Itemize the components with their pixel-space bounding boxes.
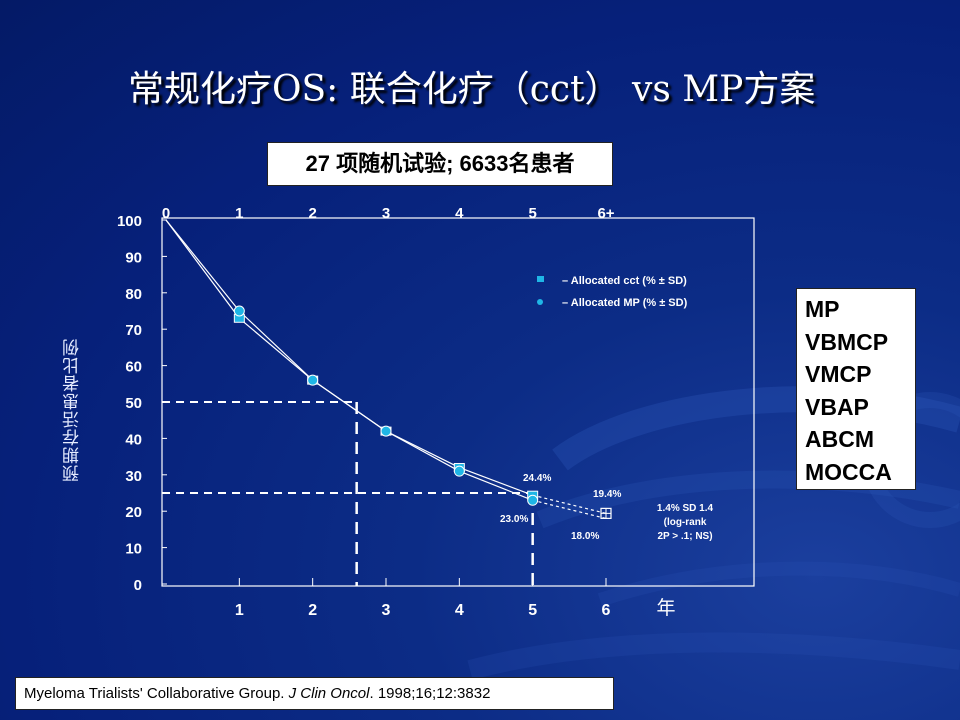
legend-mp-marker xyxy=(537,299,543,305)
slide-title: 常规化疗OS: 联合化疗（cct） vs MP方案 xyxy=(128,69,816,110)
x-tick-label-top: 2 xyxy=(308,205,316,222)
y-tick-label: 80 xyxy=(125,286,142,303)
legend-cct-marker xyxy=(537,276,544,282)
mp-point-marker xyxy=(307,374,319,386)
legend-cct-label: – Allocated cct (% ± SD) xyxy=(562,275,687,287)
x-axis-label: 年 xyxy=(656,597,675,619)
x-tick-label-top: 1 xyxy=(235,205,243,222)
regimen-item: ABCM xyxy=(805,426,874,452)
regimen-item: VBMCP xyxy=(805,328,889,355)
series-line-extension xyxy=(532,499,607,520)
y-tick-label: 90 xyxy=(125,249,142,266)
regimen-item: VBAP xyxy=(805,393,869,420)
y-tick-label: 60 xyxy=(125,359,142,376)
x-tick-label-top: 5 xyxy=(528,205,536,222)
citation-authors: Myeloma Trialists' Collaborative Group. xyxy=(24,685,289,702)
y-tick-label: 30 xyxy=(125,468,142,485)
series-line xyxy=(165,219,533,496)
x-tick-label-bottom: 6 xyxy=(602,602,611,619)
y-tick-label: 0 xyxy=(134,577,142,594)
series-line xyxy=(165,219,533,501)
x-tick-label-top: 0 xyxy=(162,205,170,222)
cct-year5-label: 24.4% xyxy=(523,473,551,484)
y-tick-label: 40 xyxy=(125,431,142,448)
x-tick-label-top: 6+ xyxy=(597,205,614,222)
regimen-item: MP xyxy=(805,296,840,322)
stats-annotation: 1.4% SD 1.4 xyxy=(657,503,714,514)
mp-point-marker xyxy=(453,465,465,477)
mp-year5-label: 23.0% xyxy=(500,514,528,525)
x-tick-label-bottom: 3 xyxy=(382,602,391,619)
mp-point-marker xyxy=(233,305,245,317)
cct-year6-label: 19.4% xyxy=(593,489,621,500)
x-tick-label-bottom: 2 xyxy=(308,602,317,619)
regimen-item: MOCCA xyxy=(805,458,892,485)
y-tick-label: 100 xyxy=(117,213,142,230)
y-tick-label: 50 xyxy=(125,395,142,412)
mp-point-marker xyxy=(527,494,539,506)
series-line-extension xyxy=(532,494,607,514)
regimen-list-box: MP VBMCP VMCP VBAP ABCM MOCCA xyxy=(796,288,916,490)
mp-year6-label: 18.0% xyxy=(571,531,599,542)
citation-box: Myeloma Trialists' Collaborative Group. … xyxy=(15,677,614,710)
x-tick-label-bottom: 5 xyxy=(528,602,537,619)
y-tick-label: 10 xyxy=(125,541,142,558)
citation-details: . 1998;16;12:3832 xyxy=(369,685,491,702)
x-tick-label-bottom: 1 xyxy=(235,602,244,619)
legend-mp-label: – Allocated MP (% ± SD) xyxy=(562,297,688,309)
y-tick-label: 70 xyxy=(125,322,142,339)
stats-annotation: 2P > .1; NS) xyxy=(657,531,712,542)
trial-summary-box: 27 项随机试验; 6633名患者 xyxy=(267,142,613,186)
x-tick-label-top: 4 xyxy=(455,205,464,222)
y-tick-label: 20 xyxy=(125,504,142,521)
stats-annotation: (log-rank xyxy=(664,517,707,528)
y-axis-label: 预期存活患者比例 xyxy=(63,338,83,482)
citation-journal: J Clin Oncol xyxy=(288,685,370,702)
regimen-item: VMCP xyxy=(805,361,872,387)
mp-point-marker xyxy=(380,425,392,437)
x-tick-label-top: 3 xyxy=(382,205,390,222)
x-tick-label-bottom: 4 xyxy=(455,602,464,619)
